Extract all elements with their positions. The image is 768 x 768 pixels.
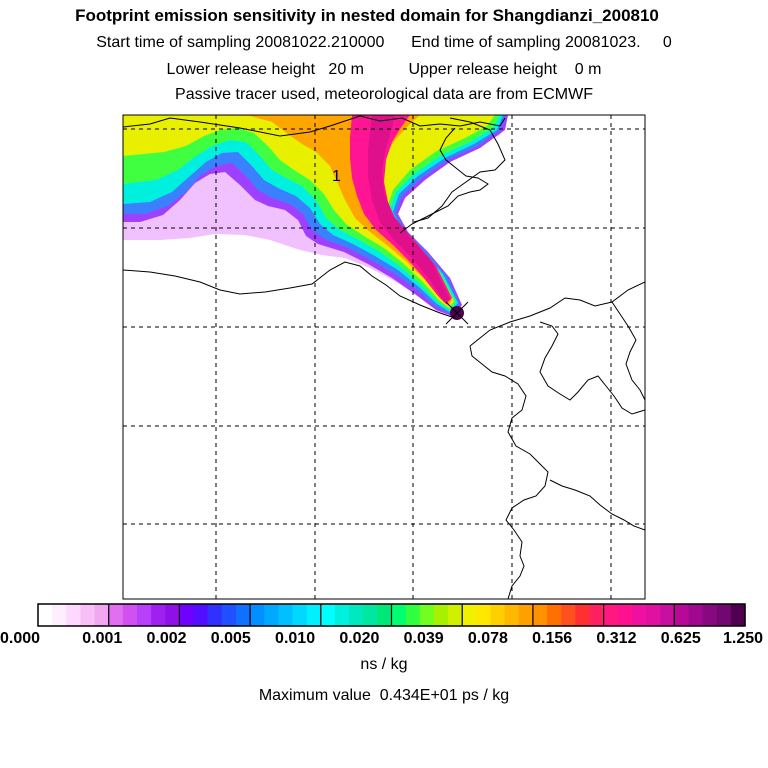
colorbar-swatch: [136, 604, 152, 626]
colorbar-swatch: [462, 604, 477, 626]
colorbar-swatch: [476, 604, 492, 626]
colorbar-swatch: [617, 604, 633, 626]
colorbar-swatch: [349, 604, 364, 626]
colorbar-swatch: [589, 604, 605, 626]
colorbar-tick-label: 0.002: [146, 630, 187, 647]
colorbar-swatch: [108, 604, 124, 626]
colorbar-tick-label: 0.005: [210, 630, 251, 647]
colorbar-swatch: [193, 604, 209, 626]
colorbar-frame: [37, 603, 746, 627]
colorbar-swatch: [419, 604, 435, 626]
colorbar-swatch: [264, 604, 279, 626]
colorbar-swatch: [547, 604, 562, 626]
shandong-coast: [549, 479, 645, 531]
colorbar-swatch: [674, 604, 690, 626]
sampling-time-line: Start time of sampling 20081022.210000 E…: [96, 34, 672, 51]
colorbar-swatch: [334, 604, 350, 626]
bohai-coast: [469, 345, 549, 599]
maximum-value: Maximum value 0.434E+01 ps / kg: [258, 687, 510, 704]
colorbar-tick-label: 1.250: [722, 630, 764, 647]
colorbar-tick-label: 0.625: [660, 630, 701, 647]
contour-label: 1: [332, 168, 341, 185]
colorbar-swatch: [716, 604, 732, 626]
liaodong-coast: [539, 321, 645, 415]
east-coast: [469, 281, 645, 347]
grid-lines: [123, 115, 645, 599]
colorbar-swatch: [292, 604, 308, 626]
colorbar-swatch: [94, 604, 110, 626]
colorbar-swatch: [306, 604, 322, 626]
colorbar-tick-label: 0.312: [596, 630, 637, 647]
colorbar-swatch: [363, 604, 378, 626]
tracer-info-line: Passive tracer used, meteorological data…: [175, 86, 593, 103]
colorbar-swatch: [278, 604, 294, 626]
colorbar-tick-label: 0.039: [403, 630, 444, 647]
inner-border: [399, 127, 489, 234]
colorbar-swatch: [490, 604, 506, 626]
colorbar-swatch: [433, 604, 449, 626]
colorbar-swatch: [38, 604, 53, 626]
northern-border: [413, 117, 506, 223]
colorbar-swatch: [504, 604, 520, 626]
national-border: [123, 115, 506, 137]
map-frame: [122, 114, 646, 600]
colorbar-swatch: [518, 604, 534, 626]
colorbar-tick-label: 0.156: [532, 630, 573, 647]
colorbar-units: ns / kg: [360, 656, 408, 673]
colorbar-swatch: [221, 604, 237, 626]
colorbar-swatch: [207, 604, 223, 626]
colorbar-swatch: [179, 604, 195, 626]
release-height-line: Lower release height 20 m Upper release …: [166, 61, 602, 78]
colorbar-swatch: [235, 604, 251, 626]
peninsula-coast: [611, 301, 645, 401]
field-core-dark: [368, 115, 450, 302]
footprint-field: [123, 115, 508, 320]
colorbar-swatch: [532, 604, 548, 626]
colorbar-swatch: [603, 604, 619, 626]
coastlines: [123, 115, 645, 599]
colorbar-swatch: [391, 604, 407, 626]
colorbar-swatch: [575, 604, 591, 626]
colorbar-swatch: [448, 604, 463, 626]
colorbar-swatch: [122, 604, 138, 626]
field-yellow-region: [123, 115, 495, 308]
colorbar-swatch: [405, 604, 421, 626]
colorbar-tick-label: 0.000: [0, 630, 41, 647]
receptor-marker-icon: [445, 301, 469, 325]
colorbar-swatch: [377, 604, 393, 626]
colorbar-tick-label: 0.020: [339, 630, 380, 647]
map-title: Footprint emission sensitivity in nested…: [75, 6, 659, 25]
colorbar: [38, 604, 746, 626]
colorbar-tick-label: 0.001: [82, 630, 123, 647]
colorbar-swatch: [702, 604, 718, 626]
colorbar-swatch: [561, 604, 576, 626]
colorbar-tick-label: 0.010: [275, 630, 316, 647]
colorbar-swatch: [320, 604, 336, 626]
colorbar-tick-label: 0.078: [467, 630, 508, 647]
colorbar-swatch: [730, 604, 746, 626]
mongolia-border: [123, 261, 456, 319]
colorbar-swatch: [66, 604, 82, 626]
colorbar-swatch: [165, 604, 180, 626]
colorbar-swatch: [631, 604, 647, 626]
colorbar-swatch: [688, 604, 704, 626]
colorbar-swatch: [151, 604, 166, 626]
colorbar-swatch: [660, 604, 675, 626]
colorbar-swatch: [646, 604, 661, 626]
colorbar-swatch: [80, 604, 96, 626]
colorbar-swatch: [52, 604, 67, 626]
colorbar-swatch: [250, 604, 265, 626]
